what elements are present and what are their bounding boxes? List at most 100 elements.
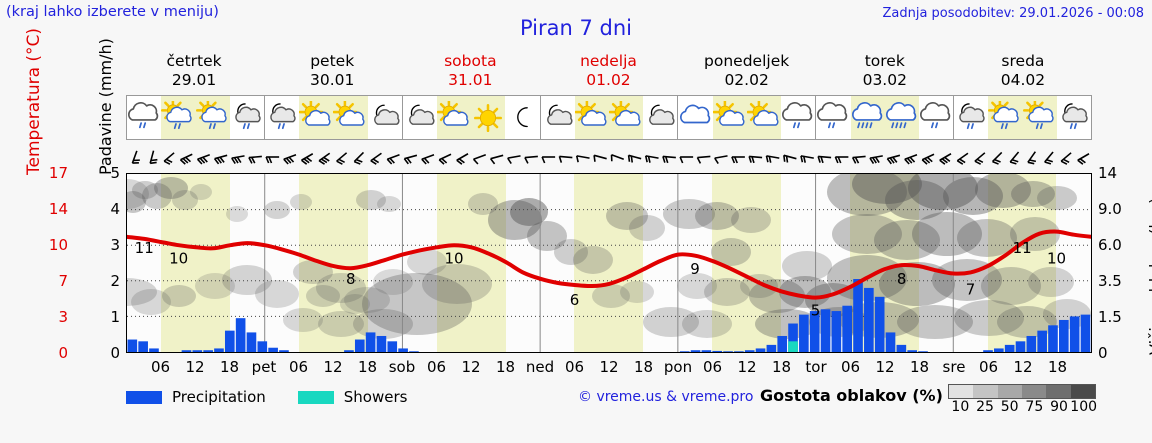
time-band bbox=[574, 174, 609, 352]
time-tick-label: 06 bbox=[978, 358, 999, 376]
day-name: ponedeljek bbox=[704, 52, 790, 70]
day-date: 02.02 bbox=[724, 71, 769, 89]
day-date: 03.02 bbox=[862, 71, 907, 89]
cloud-height-tick: 9.0 bbox=[1098, 200, 1122, 218]
precipitation-tick: 4 bbox=[110, 200, 120, 218]
sun-cloud-icon bbox=[436, 96, 472, 139]
temperature-tick: 14 bbox=[48, 200, 68, 218]
cloud-density-step bbox=[997, 385, 1022, 398]
moon-icon bbox=[505, 96, 539, 139]
time-tick-label: 12 bbox=[737, 358, 757, 376]
day-date: 31.01 bbox=[448, 71, 493, 89]
time-tick-label: 06 bbox=[564, 358, 585, 376]
sun-cloud-rain-icon bbox=[161, 96, 196, 139]
cloud-density-step bbox=[973, 385, 998, 398]
time-tick-label: 12 bbox=[461, 358, 481, 376]
page-title: Piran 7 dni bbox=[519, 16, 633, 40]
cloudy-rain-icon bbox=[919, 96, 953, 139]
time-tick-label: 18 bbox=[357, 358, 378, 376]
time-tick-label: 06 bbox=[426, 358, 447, 376]
day-name: nedelja bbox=[580, 52, 637, 70]
time-tick-label: pet bbox=[251, 358, 277, 376]
moon-cloud-icon bbox=[368, 96, 402, 139]
showers-legend-label: Showers bbox=[343, 388, 408, 406]
svg-text:9: 9 bbox=[690, 260, 700, 278]
day-date: 30.01 bbox=[310, 71, 355, 89]
day-name: sobota bbox=[444, 52, 497, 70]
day-header-5: torek 03.02 bbox=[816, 52, 954, 92]
svg-text:5: 5 bbox=[811, 302, 821, 320]
temperature-tick: 10 bbox=[48, 236, 68, 254]
time-tick-label: 06 bbox=[702, 358, 723, 376]
cloud-density-tick: 50 bbox=[1000, 399, 1019, 415]
svg-text:8: 8 bbox=[897, 270, 907, 288]
moon-cloud-rain-icon bbox=[954, 96, 988, 139]
time-tick-label: pon bbox=[663, 358, 693, 376]
sun-cloud-icon bbox=[299, 96, 334, 139]
precipitation-tick: 2 bbox=[110, 272, 120, 290]
weather-icon-strip bbox=[126, 95, 1092, 140]
time-tick-label: tor bbox=[805, 358, 827, 376]
cloudy-icon bbox=[678, 96, 712, 139]
time-tick-label: 06 bbox=[150, 358, 171, 376]
cloudy-rain-icon bbox=[127, 96, 161, 139]
cloud-density-step bbox=[1021, 385, 1047, 398]
time-tick-label: 12 bbox=[323, 358, 343, 376]
sun-cloud-rain-icon bbox=[988, 96, 1023, 139]
day-name: petek bbox=[310, 52, 355, 70]
time-tick-label: 06 bbox=[288, 358, 309, 376]
time-tick-label: 18 bbox=[633, 358, 654, 376]
time-tick-label: ned bbox=[525, 358, 555, 376]
day-header-3: nedelja 01.02 bbox=[539, 52, 677, 92]
time-band bbox=[471, 174, 506, 352]
sun-cloud-rain-icon bbox=[195, 96, 230, 139]
day-header-6: sreda 04.02 bbox=[954, 52, 1092, 92]
svg-text:8: 8 bbox=[346, 270, 356, 288]
cloud-height-tick: 14 bbox=[1098, 164, 1118, 182]
cloudy-rain-icon bbox=[781, 96, 815, 139]
time-band bbox=[436, 174, 472, 352]
wind-barb-row bbox=[126, 141, 1092, 173]
day-night-bands bbox=[127, 174, 1091, 352]
precipitation-tick: 3 bbox=[110, 236, 120, 254]
svg-text:10: 10 bbox=[445, 249, 464, 267]
time-tick-label: 12 bbox=[599, 358, 619, 376]
time-band bbox=[884, 174, 919, 352]
time-tick-label: 12 bbox=[185, 358, 205, 376]
time-tick-label: sob bbox=[388, 358, 416, 376]
cloud-density-step bbox=[1070, 385, 1095, 398]
cloud-density-legend-title: Gostota oblakov (%) bbox=[760, 386, 943, 405]
time-tick-label: 18 bbox=[219, 358, 240, 376]
cloud-height-tick: 1.5 bbox=[1098, 308, 1122, 326]
svg-text:6: 6 bbox=[570, 291, 580, 309]
cloud-density-tick: 25 bbox=[976, 399, 994, 415]
time-tick-label: 18 bbox=[495, 358, 516, 376]
cloudy-rain-icon bbox=[816, 96, 850, 139]
icon-day-2 bbox=[403, 96, 541, 139]
temperature-tick: 0 bbox=[58, 344, 68, 362]
time-band bbox=[746, 174, 782, 352]
precipitation-swatch bbox=[126, 390, 162, 404]
day-header-0: četrtek 29.01 bbox=[125, 52, 263, 92]
credit-link[interactable]: © vreme.us & vreme.pro bbox=[578, 389, 754, 405]
temperature-tick: 3 bbox=[58, 308, 68, 326]
temperature-tick: 17 bbox=[48, 164, 68, 182]
sun-cloud-icon bbox=[333, 96, 368, 139]
cloud-height-tick: 0 bbox=[1098, 344, 1108, 362]
cloud-density-step bbox=[949, 385, 974, 398]
sun-cloud-icon bbox=[746, 96, 782, 139]
time-axis: 06 12 18 pet 06 12 18 sob 06 12 18 ned 06 12 18 pon 06 12… bbox=[126, 356, 1092, 378]
day-header-4: ponedeljek 02.02 bbox=[678, 52, 816, 92]
precipitation-tick: 1 bbox=[110, 308, 120, 326]
icon-day-5 bbox=[816, 96, 955, 139]
icon-day-6 bbox=[954, 96, 1091, 139]
cloud-height-tick: 3.5 bbox=[1098, 272, 1122, 290]
svg-text:11: 11 bbox=[135, 239, 154, 257]
moon-cloud-icon bbox=[403, 96, 437, 139]
time-band bbox=[161, 174, 196, 352]
time-tick-label: 18 bbox=[909, 358, 930, 376]
svg-text:10: 10 bbox=[169, 249, 188, 267]
cloud-density-tick: 75 bbox=[1025, 399, 1044, 415]
moon-cloud-icon bbox=[643, 96, 677, 139]
moon-cloud-rain-icon bbox=[230, 96, 264, 139]
